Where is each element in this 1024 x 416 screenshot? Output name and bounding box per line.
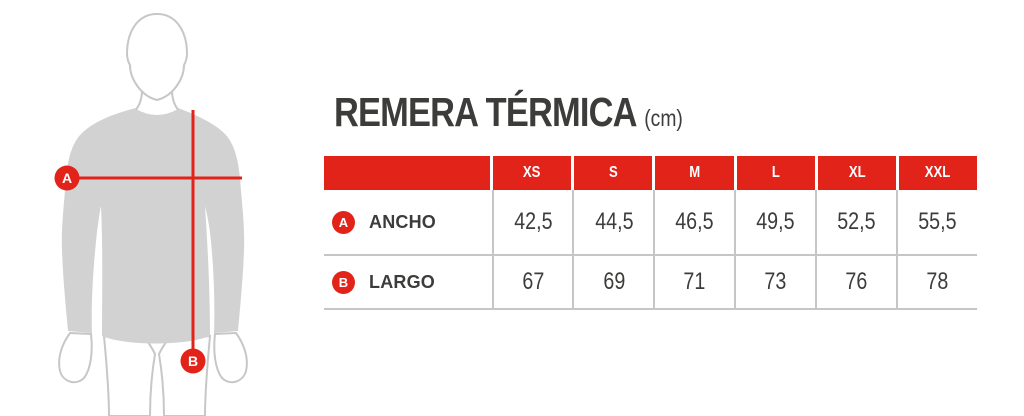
marker-b-badge: B [180, 348, 206, 374]
right-hand-outline [213, 331, 248, 384]
cell-ancho-s: 44,5 [572, 190, 653, 254]
cell-largo-m: 71 [653, 256, 734, 308]
cell-ancho-xxl: 55,5 [896, 190, 977, 254]
head-outline [125, 12, 189, 102]
row-label-ancho: ANCHO [369, 211, 436, 232]
cell-largo-s: 69 [572, 256, 653, 308]
cell-value: 49,5 [756, 208, 795, 235]
table-header-size-m: M [655, 156, 734, 190]
badge-b-icon: B [332, 270, 355, 294]
cell-largo-l: 73 [734, 256, 815, 308]
cell-value: 69 [602, 268, 625, 295]
row-label-largo: LARGO [369, 271, 435, 292]
cell-value: 44,5 [594, 208, 634, 235]
cell-ancho-xs: 42,5 [491, 190, 573, 254]
shirt-silhouette [61, 108, 245, 344]
cell-value: 55,5 [918, 208, 957, 235]
cell-largo-xxl: 78 [896, 256, 977, 308]
table-header-spacer [324, 156, 490, 190]
cell-value: 46,5 [675, 208, 714, 235]
cell-value: 52,5 [837, 208, 876, 235]
page-title: REMERA TÉRMICA (cm) [334, 92, 683, 133]
row-ancho-header: A ANCHO [324, 190, 492, 254]
cell-value: 67 [522, 268, 544, 295]
size-label: XS [523, 164, 541, 181]
cell-ancho-m: 46,5 [653, 190, 734, 254]
marker-a-badge: A [54, 165, 80, 191]
size-label: M [688, 164, 700, 181]
table-header-size-xl: XL [817, 156, 896, 190]
cell-value: 71 [683, 268, 706, 295]
table-header-row: XS S M L XL XXL [324, 156, 978, 190]
cell-ancho-l: 49,5 [734, 190, 815, 254]
table-row-largo: B LARGO 67 69 71 73 76 78 [324, 256, 977, 310]
cell-value: 42,5 [513, 208, 553, 235]
table-header-size-l: L [736, 156, 815, 190]
page-title-text: REMERA TÉRMICA [334, 89, 638, 135]
table-header-size-xxl: XXL [898, 156, 978, 190]
marker-b-label: B [188, 353, 198, 369]
cell-largo-xl: 76 [815, 256, 896, 308]
left-leg-outline [102, 334, 157, 416]
row-largo-header: B LARGO [324, 256, 492, 308]
cell-value: 73 [764, 268, 787, 295]
page-title-unit: (cm) [644, 105, 683, 131]
size-label: L [771, 164, 780, 181]
table-header-size-s: S [574, 156, 653, 190]
cell-value: 78 [926, 268, 949, 295]
size-label: S [608, 164, 618, 181]
cell-ancho-xl: 52,5 [815, 190, 896, 254]
size-label: XL [848, 164, 866, 181]
badge-a-icon: A [332, 210, 355, 234]
table-row-ancho: A ANCHO 42,5 44,5 46,5 49,5 52,5 55,5 [324, 190, 977, 256]
right-leg-outline [157, 334, 212, 416]
cell-largo-xs: 67 [491, 256, 573, 308]
left-hand-outline [58, 331, 93, 384]
table-header-size-xs: XS [493, 156, 572, 190]
size-label: XXL [925, 164, 951, 181]
silhouette-figure: A B [54, 12, 248, 416]
marker-a-label: A [62, 170, 72, 186]
cell-value: 76 [845, 268, 868, 295]
size-table: XS S M L XL XXL A ANCHO 42,5 44,5 46,5 4… [324, 156, 978, 310]
